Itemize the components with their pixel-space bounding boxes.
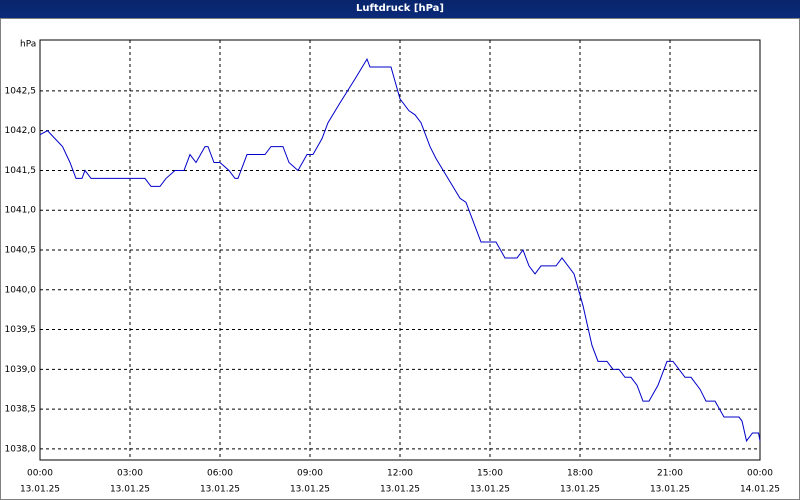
x-tick-label: 13.01.25 — [470, 485, 510, 495]
x-tick-label: 03:00 — [117, 469, 143, 479]
x-tick-label: 13.01.25 — [110, 485, 150, 495]
x-tick-label: 13.01.25 — [650, 485, 690, 495]
x-tick-label: 13.01.25 — [290, 485, 330, 495]
x-tick-label: 18:00 — [567, 469, 593, 479]
x-tick-label: 21:00 — [657, 469, 683, 479]
y-tick-label: 1040,5 — [5, 246, 37, 256]
y-tick-label: 1038,0 — [5, 444, 37, 454]
window-title: Luftdruck [hPa] — [0, 0, 800, 18]
data-line — [39, 57, 761, 443]
x-tick-label: 13.01.25 — [200, 485, 240, 495]
y-tick-label: 1038,5 — [5, 405, 37, 415]
x-tick-label: 06:00 — [207, 469, 233, 479]
x-tick-label: 13.01.25 — [560, 485, 600, 495]
x-tick-label: 13.01.25 — [380, 485, 420, 495]
x-tick-label: 00:00 — [27, 469, 53, 479]
y-tick-label: 1039,0 — [5, 365, 37, 375]
x-tick-label: 00:00 — [747, 469, 773, 479]
y-tick-label: 1041,0 — [5, 206, 37, 216]
x-tick-label: 12:00 — [387, 469, 413, 479]
y-tick-label: 1042,5 — [5, 86, 37, 96]
y-tick-label: 1040,0 — [5, 285, 37, 295]
x-tick-label: 09:00 — [297, 469, 323, 479]
x-tick-label: 15:00 — [477, 469, 503, 479]
y-unit-label: hPa — [20, 40, 36, 50]
y-tick-label: 1039,5 — [5, 325, 37, 335]
y-tick-label: 1041,5 — [5, 166, 37, 176]
x-tick-label: 13.01.25 — [20, 485, 60, 495]
x-tick-label: 14.01.25 — [740, 485, 780, 495]
y-tick-label: 1042,0 — [5, 126, 37, 136]
